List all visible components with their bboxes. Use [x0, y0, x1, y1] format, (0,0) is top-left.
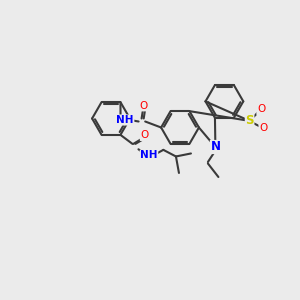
Text: O: O	[139, 101, 147, 111]
Text: NH: NH	[140, 150, 158, 160]
Text: N: N	[210, 140, 220, 154]
Text: O: O	[140, 130, 148, 140]
Text: NH: NH	[116, 115, 134, 125]
Text: O: O	[259, 123, 267, 134]
Text: S: S	[245, 114, 254, 128]
Text: O: O	[257, 104, 265, 115]
